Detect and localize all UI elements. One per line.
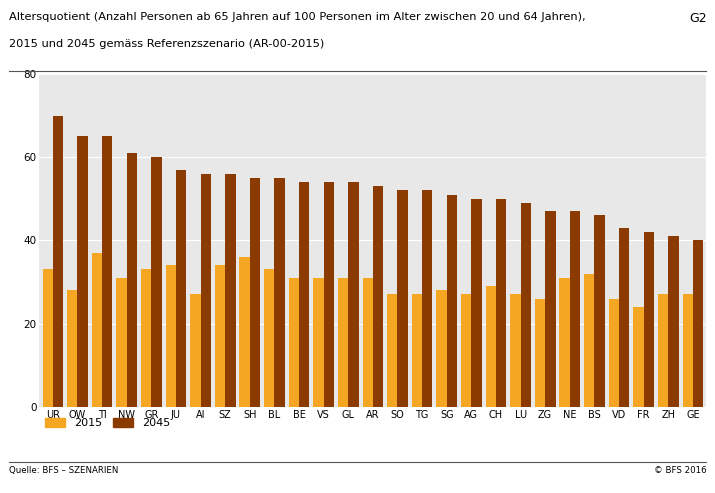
Bar xyxy=(92,253,102,407)
Bar xyxy=(436,290,447,407)
Bar xyxy=(363,278,373,407)
Bar xyxy=(412,294,422,407)
Bar xyxy=(102,137,112,407)
Bar xyxy=(658,294,669,407)
Bar xyxy=(471,199,482,407)
Legend: 2015, 2045: 2015, 2045 xyxy=(45,418,170,428)
Bar xyxy=(373,186,383,407)
Bar xyxy=(447,195,457,407)
Text: Altersquotient (Anzahl Personen ab 65 Jahren auf 100 Personen im Alter zwischen : Altersquotient (Anzahl Personen ab 65 Ja… xyxy=(9,12,585,22)
Bar xyxy=(693,240,704,407)
Bar xyxy=(201,174,211,407)
Bar xyxy=(225,174,235,407)
Bar xyxy=(511,294,521,407)
Bar xyxy=(289,278,299,407)
Bar xyxy=(240,257,250,407)
Bar xyxy=(619,228,629,407)
Bar xyxy=(214,265,225,407)
Bar xyxy=(190,294,201,407)
Bar xyxy=(348,182,359,407)
Bar xyxy=(264,270,275,407)
Bar xyxy=(275,178,285,407)
Bar xyxy=(42,270,53,407)
Bar xyxy=(338,278,348,407)
Bar xyxy=(485,286,496,407)
Bar xyxy=(127,153,137,407)
Bar xyxy=(521,203,531,407)
Bar xyxy=(152,157,162,407)
Bar xyxy=(166,265,176,407)
Bar xyxy=(324,182,334,407)
Bar xyxy=(633,307,644,407)
Text: Quelle: BFS – SZENARIEN: Quelle: BFS – SZENARIEN xyxy=(9,466,118,475)
Bar xyxy=(669,236,679,407)
Bar xyxy=(398,190,408,407)
Bar xyxy=(535,299,545,407)
Bar xyxy=(77,137,88,407)
Bar xyxy=(594,215,605,407)
Bar xyxy=(422,190,433,407)
Bar xyxy=(67,290,77,407)
Text: G2: G2 xyxy=(689,12,706,25)
Text: © BFS 2016: © BFS 2016 xyxy=(654,466,706,475)
Bar xyxy=(299,182,310,407)
Bar xyxy=(53,115,63,407)
Bar xyxy=(387,294,398,407)
Text: 2015 und 2045 gemäss Referenzszenario (AR-00-2015): 2015 und 2045 gemäss Referenzszenario (A… xyxy=(9,39,324,49)
Bar xyxy=(250,178,260,407)
Bar xyxy=(461,294,471,407)
Bar xyxy=(117,278,127,407)
Bar xyxy=(683,294,693,407)
Bar xyxy=(545,211,556,407)
Bar xyxy=(644,232,654,407)
Bar xyxy=(496,199,506,407)
Bar xyxy=(584,274,594,407)
Bar xyxy=(559,278,570,407)
Bar xyxy=(570,211,580,407)
Bar xyxy=(608,299,619,407)
Bar xyxy=(313,278,324,407)
Bar xyxy=(176,170,187,407)
Bar xyxy=(141,270,152,407)
